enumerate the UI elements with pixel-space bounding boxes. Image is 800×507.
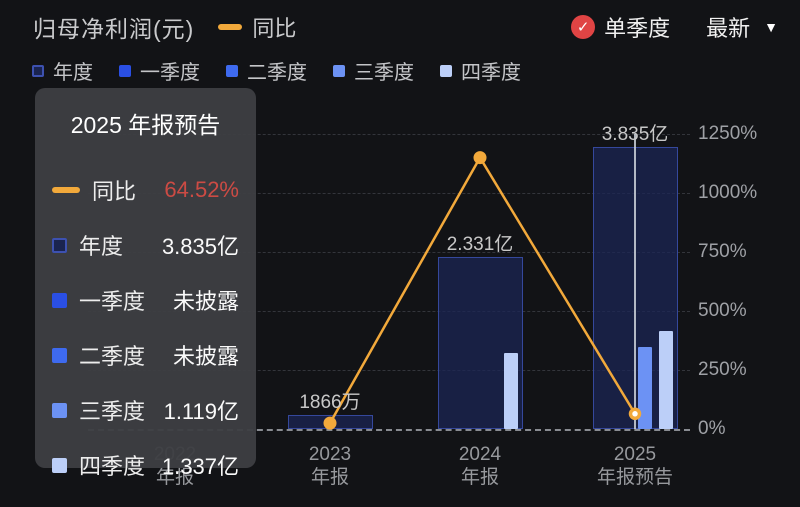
bar-value-label: 3.835亿 [601, 124, 669, 145]
bar-三季度-2025[interactable] [638, 347, 652, 429]
tooltip-value: 1.337亿 [161, 454, 239, 479]
yoy-point[interactable] [473, 151, 487, 165]
bar-年度-2023[interactable] [287, 415, 373, 429]
q1-marker-icon [52, 292, 67, 308]
chart-header: 归母净利润(元) 同比 ✓ 单季度 最新 ▼ [33, 12, 778, 42]
single-quarter-toggle[interactable]: ✓ 单季度 [571, 11, 670, 43]
tooltip-label: 四季度 [79, 454, 146, 479]
crosshair-line [634, 134, 636, 429]
legend-item-年度[interactable]: 年度 [32, 56, 93, 85]
y-axis-tick-label: 750% [698, 241, 747, 262]
tooltip-label: 一季度 [79, 289, 146, 314]
legend-swatch-icon [32, 64, 44, 77]
tooltip-label: 同比 [92, 179, 137, 204]
legend-item-三季度[interactable]: 三季度 [333, 56, 414, 85]
tooltip-row-q4: 四季度 1.337亿 [52, 450, 239, 480]
gridline [88, 134, 690, 135]
y-axis-tick-label: 500% [698, 300, 747, 321]
tooltip-row-q1: 一季度 未披露 [52, 285, 239, 315]
legend-yoy-label: 同比 [252, 16, 297, 41]
y-axis-tick-label: 1250% [698, 123, 758, 144]
tooltip-row-q2: 二季度 未披露 [52, 340, 239, 370]
legend-item-四季度[interactable]: 四季度 [440, 56, 521, 85]
legend-item-一季度[interactable]: 一季度 [119, 56, 200, 85]
legend-label: 二季度 [247, 62, 307, 84]
yoy-marker-icon [52, 187, 80, 193]
latest-label: 最新 [706, 16, 751, 41]
legend-swatch-icon [440, 64, 452, 77]
tooltip-label: 三季度 [79, 399, 146, 424]
latest-dropdown[interactable]: 最新 ▼ [706, 11, 778, 43]
tooltip-value: 64.52% [164, 177, 239, 202]
legend-swatch-icon [119, 64, 131, 77]
gridline [88, 429, 690, 431]
tooltip-label: 年度 [79, 234, 124, 259]
legend-label: 三季度 [354, 62, 414, 84]
x-axis-label-2025[interactable]: 2025 年报预告 [596, 444, 674, 488]
y-axis-tick-label: 0% [698, 418, 726, 439]
x-axis-label-2024[interactable]: 2024 年报 [458, 444, 502, 488]
q4-marker-icon [52, 457, 67, 473]
bar-value-label: 1866万 [299, 392, 361, 413]
tooltip-label: 二季度 [79, 344, 146, 369]
legend-item-二季度[interactable]: 二季度 [226, 56, 307, 85]
legend-label: 年度 [53, 62, 93, 84]
tooltip-row-yoy: 同比 64.52% [52, 175, 239, 205]
legend-label: 一季度 [140, 62, 200, 84]
tooltip-value: 3.835亿 [161, 234, 239, 259]
q3-marker-icon [52, 402, 67, 418]
yoy-line-swatch [218, 24, 243, 30]
q2-marker-icon [52, 347, 67, 363]
bar-四季度-2025[interactable] [659, 331, 673, 429]
tooltip-row-annual: 年度 3.835亿 [52, 230, 239, 260]
tooltip-row-q3: 三季度 1.119亿 [52, 395, 239, 425]
tooltip-value: 未披露 [172, 289, 239, 314]
y-axis-tick-label: 1000% [698, 182, 758, 203]
x-axis-label-2023[interactable]: 2023 年报 [308, 444, 352, 488]
tooltip-title: 2025 年报预告 [70, 112, 221, 138]
legend-swatch-icon [333, 64, 345, 77]
tooltip: 2025 年报预告 同比 64.52% 年度 3.835亿 一季度 未披露 二季… [35, 88, 256, 479]
legend-label: 四季度 [461, 62, 521, 84]
y-axis-tick-label: 250% [698, 359, 747, 380]
bar-value-label: 2.331亿 [446, 234, 514, 255]
legend-swatch-icon [226, 64, 238, 77]
bar-四季度-2024[interactable] [504, 353, 518, 429]
legend-item-yoy[interactable]: 同比 [218, 11, 296, 43]
annual-marker-icon [52, 237, 67, 253]
single-quarter-label: 单季度 [604, 16, 671, 41]
checked-circle-icon: ✓ [571, 15, 596, 39]
tooltip-value: 未披露 [172, 344, 239, 369]
chevron-down-icon: ▼ [764, 19, 778, 35]
chart-title: 归母净利润(元) [33, 16, 195, 42]
tooltip-value: 1.119亿 [163, 399, 239, 424]
series-legend: 年度 一季度 二季度 三季度 四季度 [32, 56, 521, 85]
